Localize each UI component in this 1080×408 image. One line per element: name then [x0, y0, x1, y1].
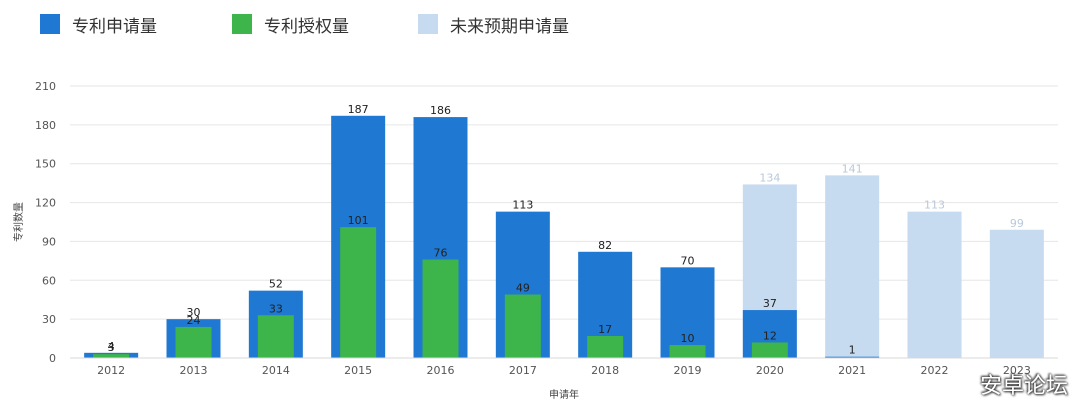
data-label-expected-2020: 134 [759, 171, 780, 184]
data-label-applications-2019: 70 [681, 254, 695, 267]
legend-item-applications[interactable]: 专利申请量 [40, 8, 157, 40]
bar-grants-2019[interactable] [669, 345, 706, 358]
legend-swatch-expected [418, 14, 438, 34]
x-tick-label: 2021 [838, 364, 866, 377]
y-tick-label: 30 [42, 313, 56, 326]
legend-swatch-applications [40, 14, 60, 34]
bars [84, 115, 1044, 359]
y-tick-label: 180 [35, 119, 56, 132]
x-tick-label: 2014 [262, 364, 290, 377]
data-label-grants-2017: 49 [516, 282, 530, 295]
x-tick-label: 2017 [509, 364, 537, 377]
y-tick-label: 150 [35, 158, 56, 171]
data-label-expected-2023: 99 [1010, 217, 1024, 230]
data-label-grants-2015: 101 [348, 214, 369, 227]
y-tick-label: 120 [35, 197, 56, 210]
bar-expected-2023[interactable] [989, 229, 1044, 358]
data-label-applications-2018: 82 [598, 239, 612, 252]
data-label-applications-2014: 52 [269, 278, 283, 291]
x-tick-label: 2016 [427, 364, 455, 377]
legend-label-applications: 专利申请量 [72, 16, 157, 37]
bar-expected-2021[interactable] [825, 175, 880, 358]
legend-item-expected[interactable]: 未来预期申请量 [418, 8, 569, 40]
data-label-grants-2019: 10 [681, 332, 695, 345]
x-tick-label: 2023 [1003, 364, 1031, 377]
bar-expected-2022[interactable] [907, 211, 962, 358]
data-label-applications-2013: 30 [187, 306, 201, 319]
y-tick-label: 90 [42, 235, 56, 248]
data-label-grants-2018: 17 [598, 323, 612, 336]
data-label-grants-2016: 76 [434, 247, 448, 260]
y-tick-label: 210 [35, 80, 56, 93]
x-axis-label: 申请年 [549, 388, 579, 401]
bar-grants-2012[interactable] [93, 354, 130, 358]
data-label-applications-2016: 186 [430, 104, 451, 117]
x-tick-label: 2013 [180, 364, 208, 377]
x-tick-label: 2015 [344, 364, 372, 377]
y-axis-label: 专利数量 [12, 202, 25, 242]
data-label-expected-2021: 141 [842, 162, 863, 175]
data-label-applications-2021: 1 [849, 344, 856, 357]
x-tick-label: 2020 [756, 364, 784, 377]
bar-grants-2020[interactable] [751, 342, 788, 358]
bar-grants-2015[interactable] [340, 227, 377, 358]
bar-grants-2014[interactable] [257, 315, 294, 358]
bar-applications-2019[interactable] [660, 267, 715, 358]
watermark: 安卓论坛 [979, 374, 1068, 399]
axis-ticks: 0 30 60 90 120 150 180 210 2012 2013 2014 2015 2016 2… [35, 80, 1031, 377]
data-label-applications-2017: 113 [512, 199, 533, 212]
data-label-grants-2013: 24 [187, 314, 201, 327]
legend-label-grants: 专利授权量 [264, 16, 349, 37]
data-label-expected-2022: 113 [924, 199, 945, 212]
x-tick-label: 2022 [921, 364, 949, 377]
y-tick-label: 0 [49, 352, 56, 365]
data-label-grants-2012: 3 [108, 341, 115, 354]
x-tick-label: 2012 [97, 364, 125, 377]
bar-grants-2017[interactable] [504, 294, 541, 358]
x-tick-label: 2018 [591, 364, 619, 377]
bar-grants-2018[interactable] [587, 335, 624, 358]
data-label-grants-2020: 12 [763, 329, 777, 342]
data-label-applications-2012: 4 [108, 340, 115, 353]
data-label-applications-2020: 37 [763, 297, 777, 310]
bar-grants-2013[interactable] [175, 326, 212, 358]
y-tick-label: 60 [42, 274, 56, 287]
x-tick-label: 2019 [674, 364, 702, 377]
data-label-grants-2014: 33 [269, 302, 283, 315]
legend-label-expected: 未来预期申请量 [450, 16, 569, 37]
legend-item-grants[interactable]: 专利授权量 [232, 8, 349, 40]
data-label-applications-2015: 187 [348, 103, 369, 116]
legend-swatch-grants [232, 14, 252, 34]
grid-lines [70, 85, 1058, 320]
bar-applications-2021[interactable] [825, 356, 880, 358]
bar-grants-2016[interactable] [422, 259, 459, 358]
